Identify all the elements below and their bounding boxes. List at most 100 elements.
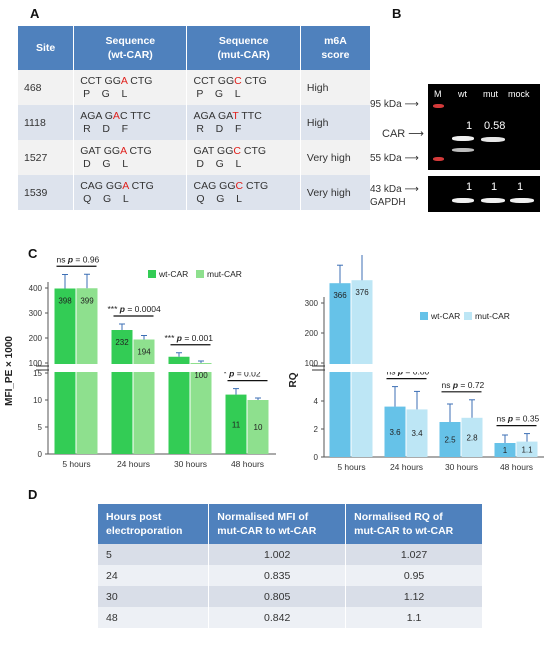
header-site: Site: [18, 26, 75, 70]
panel-label-b: B: [392, 6, 402, 21]
site-cell: 1118: [18, 105, 75, 140]
lane-label-m: M: [434, 89, 442, 99]
bar-value-label: 1: [503, 446, 508, 455]
hours-cell: 30: [98, 586, 210, 607]
bar-value-label: 3.4: [411, 429, 423, 438]
legend-swatch: [420, 312, 428, 320]
bar-mut-car: [133, 339, 155, 454]
site-cell: 468: [18, 70, 75, 105]
y-axis-label: MFI_PE × 1000: [4, 336, 15, 406]
bar-wt-car: [384, 406, 406, 457]
car-label: CAR ⟶: [382, 128, 425, 140]
table-row: 1527 GAT GGA CTG D G L GAT GGC CTG D G L Ve…: [18, 140, 370, 175]
y-tick-label: 0: [38, 450, 43, 459]
car-value-mut: 0.58: [484, 120, 506, 132]
legend-label: wt-CAR: [158, 269, 188, 279]
bar-value-label: 100: [194, 371, 208, 380]
table-row: 48 0.842 1.1: [98, 607, 482, 628]
gapdh-label: GAPDH: [370, 197, 406, 208]
legend-swatch: [196, 270, 204, 278]
hours-cell: 48: [98, 607, 210, 628]
marker-43-kda: 43 kDa ⟶: [370, 184, 419, 195]
gapdh-value-mock: 1: [517, 181, 524, 193]
x-tick-label: 30 hours: [174, 459, 207, 469]
table-row: 1118 AGA GAC TTC R D F AGA GAT TTC R D F Hi…: [18, 105, 370, 140]
y-tick-label: 300: [29, 309, 43, 318]
bar-value-label: 2.8: [466, 433, 478, 442]
header-norm-rq: Normalised RQ of mut-CAR to wt-CAR: [345, 504, 482, 544]
norm-mfi-cell: 0.805: [208, 586, 347, 607]
bar-mut-car: [516, 441, 538, 457]
m6a-score-cell: Very high: [300, 140, 370, 175]
bar-value-label: 232: [115, 338, 129, 347]
norm-mfi-cell: 1.002: [208, 544, 347, 565]
y-tick-label: 10: [33, 396, 42, 405]
legend-label: mut-CAR: [207, 269, 242, 279]
y-tick-label: 400: [29, 284, 43, 293]
x-tick-label: 24 hours: [390, 462, 423, 472]
site-cell: 1527: [18, 140, 75, 175]
norm-mfi-cell: 0.835: [208, 565, 347, 586]
x-tick-label: 5 hours: [62, 459, 90, 469]
marker-95-kda: 95 kDa ⟶: [370, 99, 419, 110]
marker-band-95: [433, 104, 444, 108]
mfi-bar-chart: 100 200 300 400 0 5 10 15 MFI_PE × 1000 398 399 5 h…: [4, 255, 277, 469]
x-tick-label: 24 hours: [117, 459, 150, 469]
header-m6a-score: m6A score: [300, 26, 370, 70]
axis-break-band: [325, 364, 545, 372]
sequence-wt-cell: CCT GGA CTG P G L: [73, 70, 188, 105]
bar-value-label: 399: [80, 296, 94, 305]
axis-break-band: [49, 364, 277, 372]
bar-wt-car: [494, 443, 516, 457]
gapdh-band-mut: [481, 198, 505, 203]
band-wt-lower: [452, 148, 474, 152]
table-row: 1539 CAG GGA CTG Q G L CAG GGC CTG Q G L Ve…: [18, 175, 370, 210]
blot-gapdh-membrane: [428, 176, 540, 212]
sequence-mut-cell: AGA GAT TTC R D F: [186, 105, 301, 140]
lane-label-mock: mock: [508, 89, 530, 99]
bar-mut-car: [190, 363, 212, 454]
m6a-score-cell: High: [300, 105, 370, 140]
y-tick-label: 200: [305, 329, 319, 338]
band-wt-upper: [452, 136, 474, 141]
gapdh-value-wt: 1: [466, 181, 473, 193]
hours-cell: 24: [98, 565, 210, 586]
significance-label: * p = 0.02: [224, 369, 261, 379]
gapdh-band-wt: [452, 198, 474, 203]
sequence-mut-cell: CAG GGC CTG Q G L: [186, 175, 301, 210]
bar-value-label: 366: [333, 291, 347, 300]
sequence-wt-cell: GAT GGA CTG D G L: [73, 140, 188, 175]
y-tick-label: 2: [314, 425, 319, 434]
lane-label-mut: mut: [483, 89, 499, 99]
bar-value-label: 194: [137, 348, 151, 357]
panel-label-c: C: [28, 246, 38, 261]
norm-rq-cell: 1.12: [345, 586, 482, 607]
bar-wt-car: [439, 422, 461, 457]
x-tick-label: 5 hours: [337, 462, 365, 472]
bar-wt-car: [111, 330, 133, 454]
norm-rq-cell: 0.95: [345, 565, 482, 586]
gapdh-band-mock: [510, 198, 534, 203]
gapdh-value-mut: 1: [491, 181, 498, 193]
x-tick-label: 48 hours: [500, 462, 533, 472]
header-seq-mut: Sequence (mut-CAR): [186, 26, 301, 70]
y-axis-label: RQ: [288, 372, 299, 387]
legend-swatch: [148, 270, 156, 278]
bar-value-label: 10: [254, 423, 263, 432]
table-row: 30 0.805 1.12: [98, 586, 482, 607]
bar-mut-car: [406, 409, 428, 457]
bar-value-label: 398: [58, 297, 72, 306]
bar-value-label: 11: [232, 420, 241, 429]
bar-value-label: 3.6: [389, 428, 401, 437]
norm-mfi-cell: 0.842: [208, 607, 347, 628]
marker-55-kda: 55 kDa ⟶: [370, 153, 419, 164]
hours-cell: 5: [98, 544, 210, 565]
marker-band-55: [433, 157, 444, 161]
bar-wt-car: [168, 356, 190, 454]
legend-label: wt-CAR: [430, 311, 460, 321]
table-row: 24 0.835 0.95: [98, 565, 482, 586]
y-tick-label: 4: [314, 397, 319, 406]
table-d-header-row: Hours post electroporation Normalised MFI…: [98, 504, 482, 544]
significance-label: *** p = 0.001: [165, 333, 214, 343]
sequence-wt-cell: AGA GAC TTC R D F: [73, 105, 188, 140]
